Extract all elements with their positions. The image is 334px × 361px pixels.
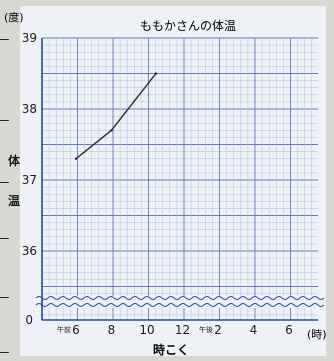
data-point — [74, 157, 78, 160]
x-axis-unit: (時) — [307, 328, 327, 341]
y-tick-label: 37 — [22, 173, 37, 187]
y-tick-label: 39 — [22, 31, 37, 45]
data-point — [110, 129, 113, 132]
x-tick-label: 12 — [175, 323, 190, 337]
data-point — [154, 72, 158, 75]
y-axis-label-char: 体 — [8, 153, 21, 168]
x-tick-label: 6 — [72, 323, 80, 337]
axis-break-wave-line — [35, 296, 325, 300]
page-edge-mark — [0, 238, 9, 239]
axis-break-wave-line — [35, 303, 325, 307]
y-axis-unit: (度) — [4, 10, 24, 24]
page-edge-mark — [0, 120, 9, 121]
page-edge-mark — [0, 352, 9, 353]
y-axis-label-char: 温 — [8, 194, 20, 208]
x-tick-label: 10 — [139, 323, 154, 337]
series-layer — [74, 72, 158, 160]
x-tick-labels: 午前 6 8 10 12 午後 2 4 6 — [57, 323, 293, 337]
page-edge-mark — [0, 297, 9, 298]
axes — [41, 38, 318, 321]
y-axis-label: 体温 — [8, 153, 21, 208]
page-edge-mark — [0, 39, 9, 40]
x-tick-prefix: 午後 — [199, 325, 213, 334]
chart-title: ももかさんの体温 — [140, 19, 236, 33]
x-tick-label: 2 — [214, 323, 222, 337]
x-tick-label: 8 — [108, 323, 116, 337]
y-tick-label: 36 — [22, 244, 37, 258]
x-axis-label: 時こく — [153, 342, 189, 357]
x-tick-label: 4 — [250, 323, 258, 337]
y-tick-label: 38 — [22, 102, 37, 116]
x-tick-label: 6 — [285, 323, 293, 337]
page-edge-mark — [0, 182, 9, 183]
y-tick-labels: 39 38 37 36 0 — [22, 31, 37, 327]
grid — [41, 37, 318, 320]
y-tick-label-zero: 0 — [25, 313, 33, 327]
axis-break-wave — [35, 296, 325, 308]
x-tick-prefix: 午前 — [57, 325, 71, 334]
